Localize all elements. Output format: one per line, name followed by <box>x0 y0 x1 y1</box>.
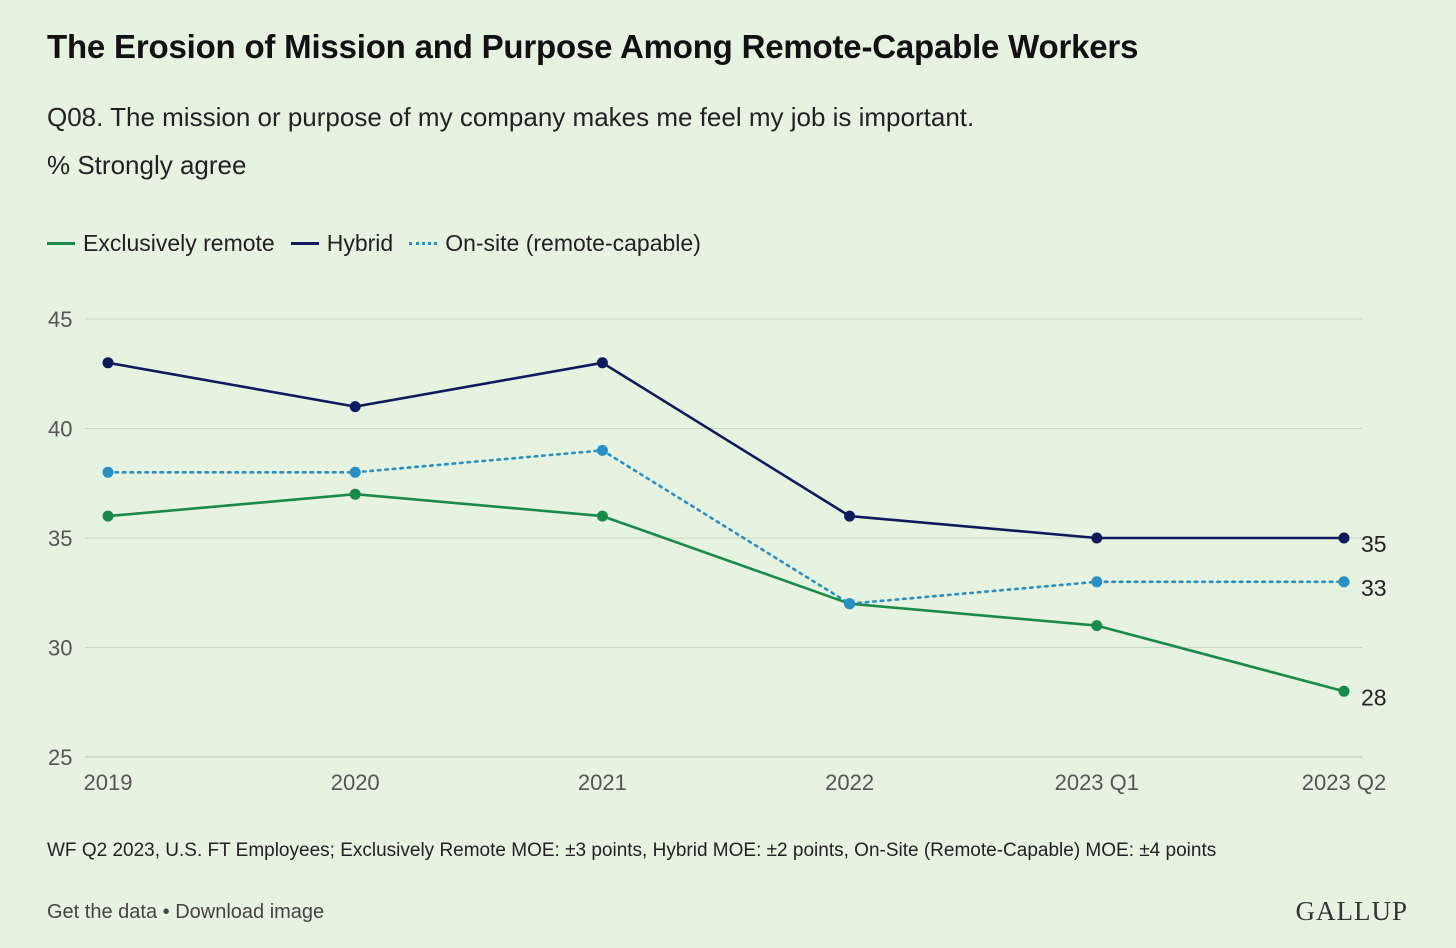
y-tick-label: 25 <box>48 745 72 770</box>
footer-links: Get the data • Download image <box>47 901 324 924</box>
x-tick-label: 2023 Q1 <box>1055 770 1139 795</box>
legend-label-on-site: On-site (remote-capable) <box>445 230 701 256</box>
series-points <box>102 357 1350 697</box>
y-axis: 25 30 35 40 45 <box>48 307 72 770</box>
data-point[interactable] <box>844 598 856 610</box>
legend-label-exclusively-remote: Exclusively remote <box>83 230 275 256</box>
x-axis: 2019 2020 2021 2022 2023 Q1 2023 Q2 <box>84 770 1387 795</box>
end-label: 35 <box>1361 531 1387 557</box>
legend: Exclusively remote Hybrid On-site (remot… <box>47 230 717 257</box>
download-image-link[interactable]: Download image <box>175 901 325 923</box>
data-point[interactable] <box>1338 576 1350 588</box>
y-tick-label: 40 <box>48 417 72 442</box>
data-point[interactable] <box>1091 576 1103 588</box>
y-tick-label: 30 <box>48 636 72 661</box>
data-point[interactable] <box>596 357 608 369</box>
legend-swatch-on-site <box>409 242 438 245</box>
series-line-2 <box>106 449 1346 606</box>
get-data-link[interactable]: Get the data <box>47 901 158 923</box>
series-lines <box>106 361 1346 693</box>
data-point[interactable] <box>1091 620 1103 632</box>
data-point[interactable] <box>596 510 608 522</box>
data-point[interactable] <box>349 401 361 413</box>
data-point[interactable] <box>596 444 608 456</box>
y-tick-label: 35 <box>48 526 72 551</box>
data-point[interactable] <box>102 357 114 369</box>
chart-unit: % Strongly agree <box>47 150 247 180</box>
chart-subtitle: Q08. The mission or purpose of my compan… <box>47 102 975 132</box>
source-note: WF Q2 2023, U.S. FT Employees; Exclusive… <box>47 840 1217 861</box>
line-chart: 25 30 35 40 45 2019 2020 2021 2022 2023 Q1 2023 Q… <box>48 307 1387 795</box>
data-point[interactable] <box>102 466 114 478</box>
end-label: 33 <box>1361 575 1387 601</box>
legend-label-hybrid: Hybrid <box>326 230 394 256</box>
data-point[interactable] <box>1338 532 1350 544</box>
legend-item-hybrid: Hybrid <box>290 230 394 257</box>
chart-title: The Erosion of Mission and Purpose Among… <box>47 28 1139 65</box>
data-point[interactable] <box>1338 685 1350 697</box>
series-line-0 <box>107 492 1345 693</box>
legend-item-exclusively-remote: Exclusively remote <box>47 230 275 257</box>
data-point[interactable] <box>349 488 361 500</box>
link-separator: • <box>157 901 176 923</box>
x-tick-label: 2022 <box>825 770 874 795</box>
data-point[interactable] <box>349 466 361 478</box>
end-labels: 28 35 33 <box>1361 531 1387 710</box>
series-line-1 <box>107 361 1344 540</box>
x-tick-label: 2021 <box>578 770 627 795</box>
x-tick-label: 2020 <box>331 770 380 795</box>
end-label: 28 <box>1361 684 1387 710</box>
y-tick-label: 45 <box>48 307 72 332</box>
legend-swatch-exclusively-remote <box>47 242 75 245</box>
gallup-logo: GALLUP <box>1295 896 1408 926</box>
x-tick-label: 2023 Q2 <box>1302 770 1386 795</box>
legend-item-on-site: On-site (remote-capable) <box>409 230 701 257</box>
data-point[interactable] <box>844 510 856 522</box>
x-tick-label: 2019 <box>84 770 133 795</box>
data-point[interactable] <box>102 510 114 522</box>
data-point[interactable] <box>1091 532 1103 544</box>
legend-swatch-hybrid <box>290 242 319 245</box>
